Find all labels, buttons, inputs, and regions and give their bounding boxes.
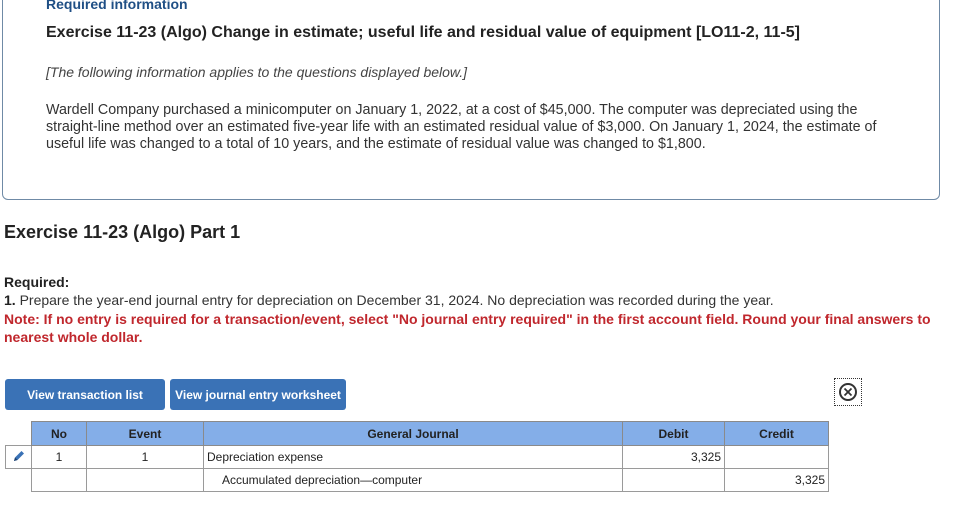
journal-header-row: No Event General Journal Debit Credit xyxy=(5,421,829,446)
instruction: 1. Prepare the year-end journal entry fo… xyxy=(4,292,774,308)
row-credit[interactable]: 3,325 xyxy=(724,468,829,492)
row-debit[interactable] xyxy=(622,468,725,492)
close-circle-icon xyxy=(839,383,857,401)
problem-text: Wardell Company purchased a minicomputer… xyxy=(46,102,877,152)
row-no xyxy=(31,468,87,492)
required-label: Required: xyxy=(4,274,70,290)
journal-row: Accumulated depreciation—computer 3,325 xyxy=(6,468,829,492)
column-header-credit: Credit xyxy=(724,421,829,446)
column-header-no: No xyxy=(31,421,87,446)
row-event xyxy=(86,468,204,492)
close-button[interactable] xyxy=(834,378,862,406)
view-journal-entry-worksheet-button[interactable]: View journal entry worksheet xyxy=(170,379,346,410)
edit-cell-empty xyxy=(6,469,32,492)
instruction-text: Prepare the year-end journal entry for d… xyxy=(19,292,774,308)
required-information-panel xyxy=(2,0,940,200)
journal-table: No Event General Journal Debit Credit 1 … xyxy=(5,421,829,492)
row-no: 1 xyxy=(31,445,87,469)
edit-column-header xyxy=(5,421,32,446)
pencil-edit-icon[interactable] xyxy=(12,450,26,466)
column-header-debit: Debit xyxy=(622,421,725,446)
view-transaction-list-button[interactable]: View transaction list xyxy=(5,379,165,410)
exercise-title: Exercise 11-23 (Algo) Change in estimate… xyxy=(46,24,800,41)
row-account[interactable]: Depreciation expense xyxy=(203,445,623,469)
required-information-heading: Required information xyxy=(46,0,188,12)
column-header-general-journal: General Journal xyxy=(203,421,623,446)
part-title: Exercise 11-23 (Algo) Part 1 xyxy=(4,222,241,242)
row-debit[interactable]: 3,325 xyxy=(622,445,725,469)
note-text: Note: If no entry is required for a tran… xyxy=(4,311,931,345)
applies-note: [The following information applies to th… xyxy=(46,64,468,80)
column-header-event: Event xyxy=(86,421,204,446)
row-account[interactable]: Accumulated depreciation—computer xyxy=(203,468,623,492)
row-credit[interactable] xyxy=(724,445,829,469)
row-event: 1 xyxy=(86,445,204,469)
instruction-number: 1. xyxy=(4,292,16,308)
edit-cell[interactable] xyxy=(5,445,32,469)
journal-row: 1 1 Depreciation expense 3,325 xyxy=(5,445,829,469)
